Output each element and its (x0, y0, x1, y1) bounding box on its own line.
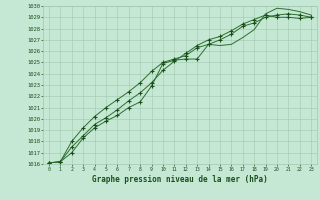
X-axis label: Graphe pression niveau de la mer (hPa): Graphe pression niveau de la mer (hPa) (92, 175, 268, 184)
